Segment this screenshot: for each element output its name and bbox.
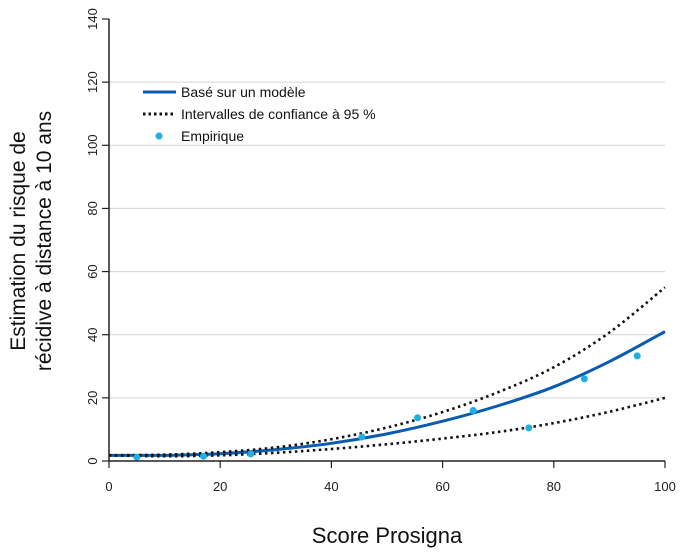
y-tick-label-100: 100 [85, 134, 100, 156]
tick-labels: 0 20 40 60 80 100 120 140 0 20 40 60 80 100 [85, 8, 676, 494]
y-tick-label-80: 80 [85, 201, 100, 215]
grid-lines [109, 81, 665, 399]
legend-ci-label: Intervalles de confiance à 95 % [181, 106, 376, 122]
empirical-point-3 [358, 433, 366, 441]
legend-model-label: Basé sur un modèle [181, 84, 306, 100]
empirical-point-0 [133, 453, 141, 461]
y-tick-label-0: 0 [85, 457, 100, 464]
legend-empirical-label: Empirique [181, 128, 244, 144]
x-tick-label-20: 20 [213, 479, 227, 494]
legend: Basé sur un modèle Intervalles de confia… [143, 84, 376, 144]
empirical-point-6 [525, 424, 533, 432]
x-tick-label-40: 40 [324, 479, 338, 494]
empirical-point-4 [414, 414, 422, 422]
series-layer [108, 286, 666, 461]
x-tick-label-60: 60 [435, 479, 449, 494]
ci-upper-line [108, 286, 666, 457]
y-tick-label-60: 60 [85, 264, 100, 278]
ci-lower-line [108, 396, 666, 458]
x-tick-label-100: 100 [654, 479, 676, 494]
legend-empirical-marker [155, 132, 163, 140]
y-axis-label-line-1: Estimation du risque de [7, 131, 30, 350]
y-tick-label-40: 40 [85, 327, 100, 341]
y-tick-label-120: 120 [85, 71, 100, 93]
empirical-point-8 [633, 352, 641, 360]
y-tick-label-20: 20 [85, 391, 100, 405]
x-axis-label: Score Prosigna [312, 523, 463, 548]
y-tick-label-140: 140 [85, 8, 100, 30]
x-tick-label-80: 80 [547, 479, 561, 494]
y-axis-label-line-2: récidive à distance à 10 ans [33, 111, 56, 371]
empirical-point-7 [580, 375, 588, 383]
x-tick-label-0: 0 [105, 479, 112, 494]
model-line [108, 330, 666, 457]
empirical-point-1 [200, 452, 208, 460]
empirical-point-5 [469, 406, 477, 414]
axes [102, 18, 666, 468]
empirical-point-2 [247, 450, 255, 458]
